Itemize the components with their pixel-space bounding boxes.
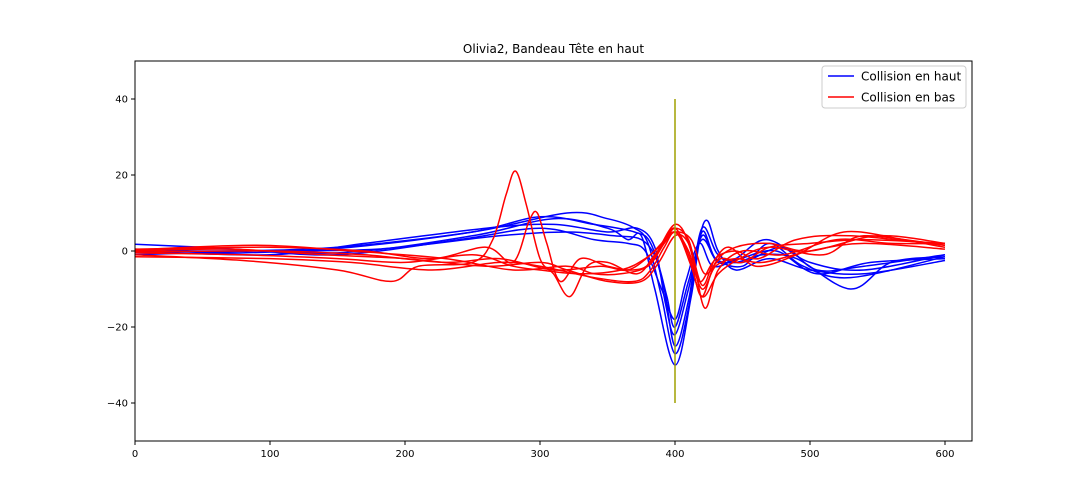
series-line-bas-7 — [134, 170, 946, 298]
y-tick-label: 40 — [115, 95, 128, 106]
x-tick-label: 500 — [800, 449, 819, 460]
y-tick-label: −40 — [107, 399, 128, 410]
y-tick-label: −20 — [107, 323, 128, 334]
series-line-haut-4 — [134, 223, 946, 336]
legend-label: Collision en bas — [861, 91, 955, 105]
series-line-bas-8 — [134, 210, 946, 309]
x-tick-label: 600 — [935, 449, 954, 460]
x-axis-ticks: 0 100 200 300 400 500 600 — [132, 441, 955, 460]
chart-title: Olivia2, Bandeau Tête en haut — [463, 42, 644, 56]
series-line-bas-10 — [134, 231, 946, 290]
legend-label: Collision en haut — [861, 70, 961, 84]
series-line-haut-6 — [134, 227, 946, 321]
series-line-bas-12 — [134, 231, 946, 276]
x-tick-label: 400 — [665, 449, 684, 460]
x-tick-label: 200 — [395, 449, 414, 460]
plot-frame — [134, 60, 973, 442]
x-tick-label: 100 — [260, 449, 279, 460]
legend-box — [821, 65, 967, 109]
y-tick-label: 20 — [115, 171, 128, 182]
x-tick-label: 0 — [132, 449, 138, 460]
legend: Collision en haut Collision en bas — [821, 65, 967, 109]
y-tick-label: 0 — [122, 247, 128, 258]
series-line-haut-1 — [134, 217, 946, 366]
series-line-haut-2 — [134, 211, 946, 355]
x-tick-label: 300 — [530, 449, 549, 460]
series-line-bas-13 — [134, 227, 946, 286]
plot-area — [134, 99, 946, 403]
series-line-haut-5 — [134, 231, 946, 328]
y-axis-ticks: −40 −20 0 20 40 — [107, 95, 135, 410]
